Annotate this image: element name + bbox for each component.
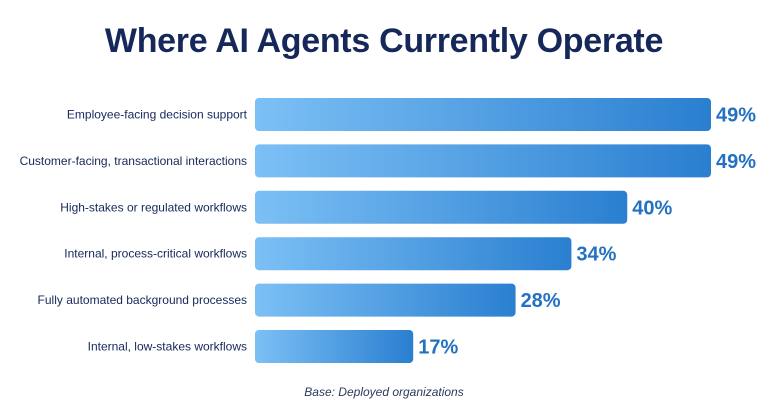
bar [255, 330, 414, 363]
value-label: 17% [418, 337, 458, 359]
bar [255, 98, 711, 131]
category-label: Internal, low-stakes workflows [88, 340, 247, 354]
bar [255, 144, 711, 178]
category-label: Internal, process-critical workflows [64, 247, 247, 261]
category-label: Customer-facing, transactional interacti… [20, 154, 247, 168]
value-label: 49% [716, 105, 756, 127]
value-label: 34% [576, 244, 616, 266]
value-label: 49% [716, 151, 756, 173]
category-label: High-stakes or regulated workflows [60, 200, 247, 214]
bar [255, 190, 628, 224]
bar [255, 237, 572, 271]
value-label: 40% [632, 197, 672, 219]
bars-layer: Employee-facing decision support 49% Custo… [20, 98, 756, 363]
chart-title: Where AI Agents Currently Operate [104, 22, 664, 60]
category-label: Employee-facing decision support [67, 108, 248, 122]
chart-footnote: Base: Deployed organizations [304, 385, 464, 399]
value-label: 28% [521, 290, 561, 312]
category-label: Fully automated background processes [38, 293, 247, 307]
bar [255, 283, 516, 317]
